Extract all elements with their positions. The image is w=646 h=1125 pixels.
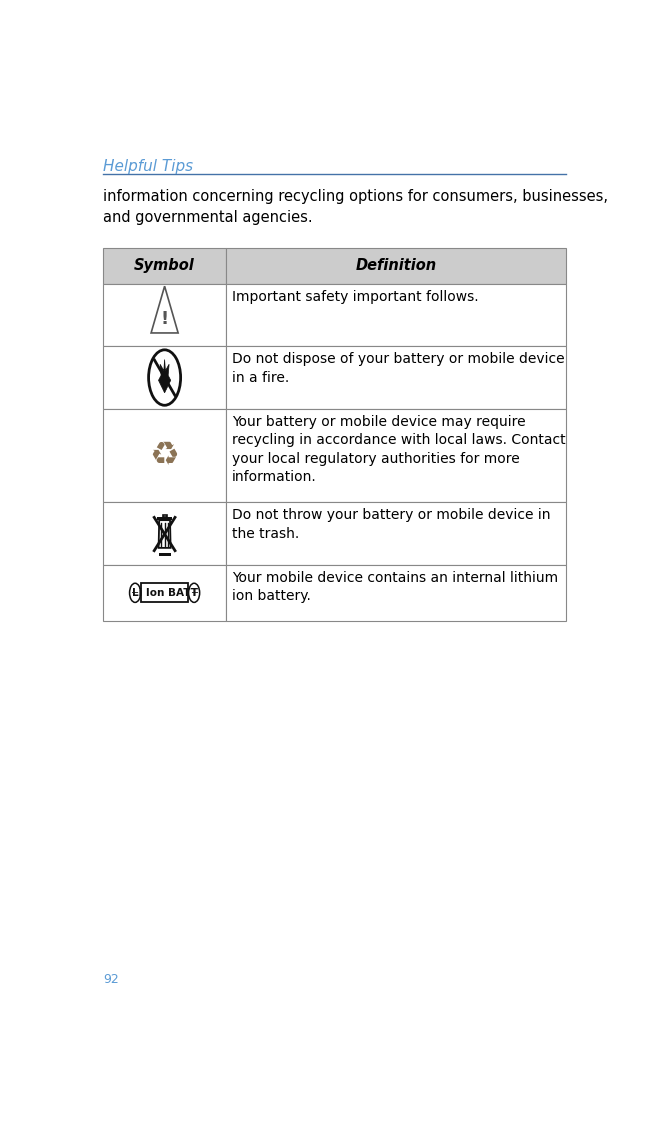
Bar — [158, 552, 171, 556]
Bar — [141, 583, 188, 602]
Bar — [103, 565, 226, 621]
Text: information concerning recycling options for consumers, businesses,
and governme: information concerning recycling options… — [103, 189, 609, 225]
Text: Li Ion BATT: Li Ion BATT — [132, 588, 198, 597]
Bar — [226, 408, 567, 502]
Bar — [226, 284, 567, 346]
Polygon shape — [158, 360, 171, 393]
Circle shape — [130, 583, 141, 602]
Bar — [226, 502, 567, 565]
Bar — [226, 346, 567, 408]
Bar — [103, 346, 226, 408]
Text: Your mobile device contains an internal lithium
ion battery.: Your mobile device contains an internal … — [232, 570, 558, 603]
Text: −: − — [131, 588, 139, 597]
Bar — [226, 248, 567, 284]
Text: Do not dispose of your battery or mobile device
in a fire.: Do not dispose of your battery or mobile… — [232, 352, 565, 385]
Text: Your battery or mobile device may require
recycling in accordance with local law: Your battery or mobile device may requir… — [232, 415, 565, 484]
Text: 92: 92 — [103, 973, 119, 986]
Text: Important safety important follows.: Important safety important follows. — [232, 290, 479, 304]
Text: Do not throw your battery or mobile device in
the trash.: Do not throw your battery or mobile devi… — [232, 508, 550, 541]
Text: Definition: Definition — [355, 259, 437, 273]
Bar — [103, 502, 226, 565]
Text: Helpful Tips: Helpful Tips — [103, 160, 193, 174]
Bar — [157, 518, 172, 520]
Circle shape — [189, 583, 200, 602]
Text: Symbol: Symbol — [134, 259, 195, 273]
Text: ♻: ♻ — [150, 439, 180, 472]
Text: !: ! — [161, 309, 169, 327]
Text: +: + — [190, 588, 198, 597]
Bar — [226, 565, 567, 621]
Bar — [103, 248, 226, 284]
Bar — [103, 284, 226, 346]
Bar — [103, 408, 226, 502]
Bar — [163, 514, 167, 518]
